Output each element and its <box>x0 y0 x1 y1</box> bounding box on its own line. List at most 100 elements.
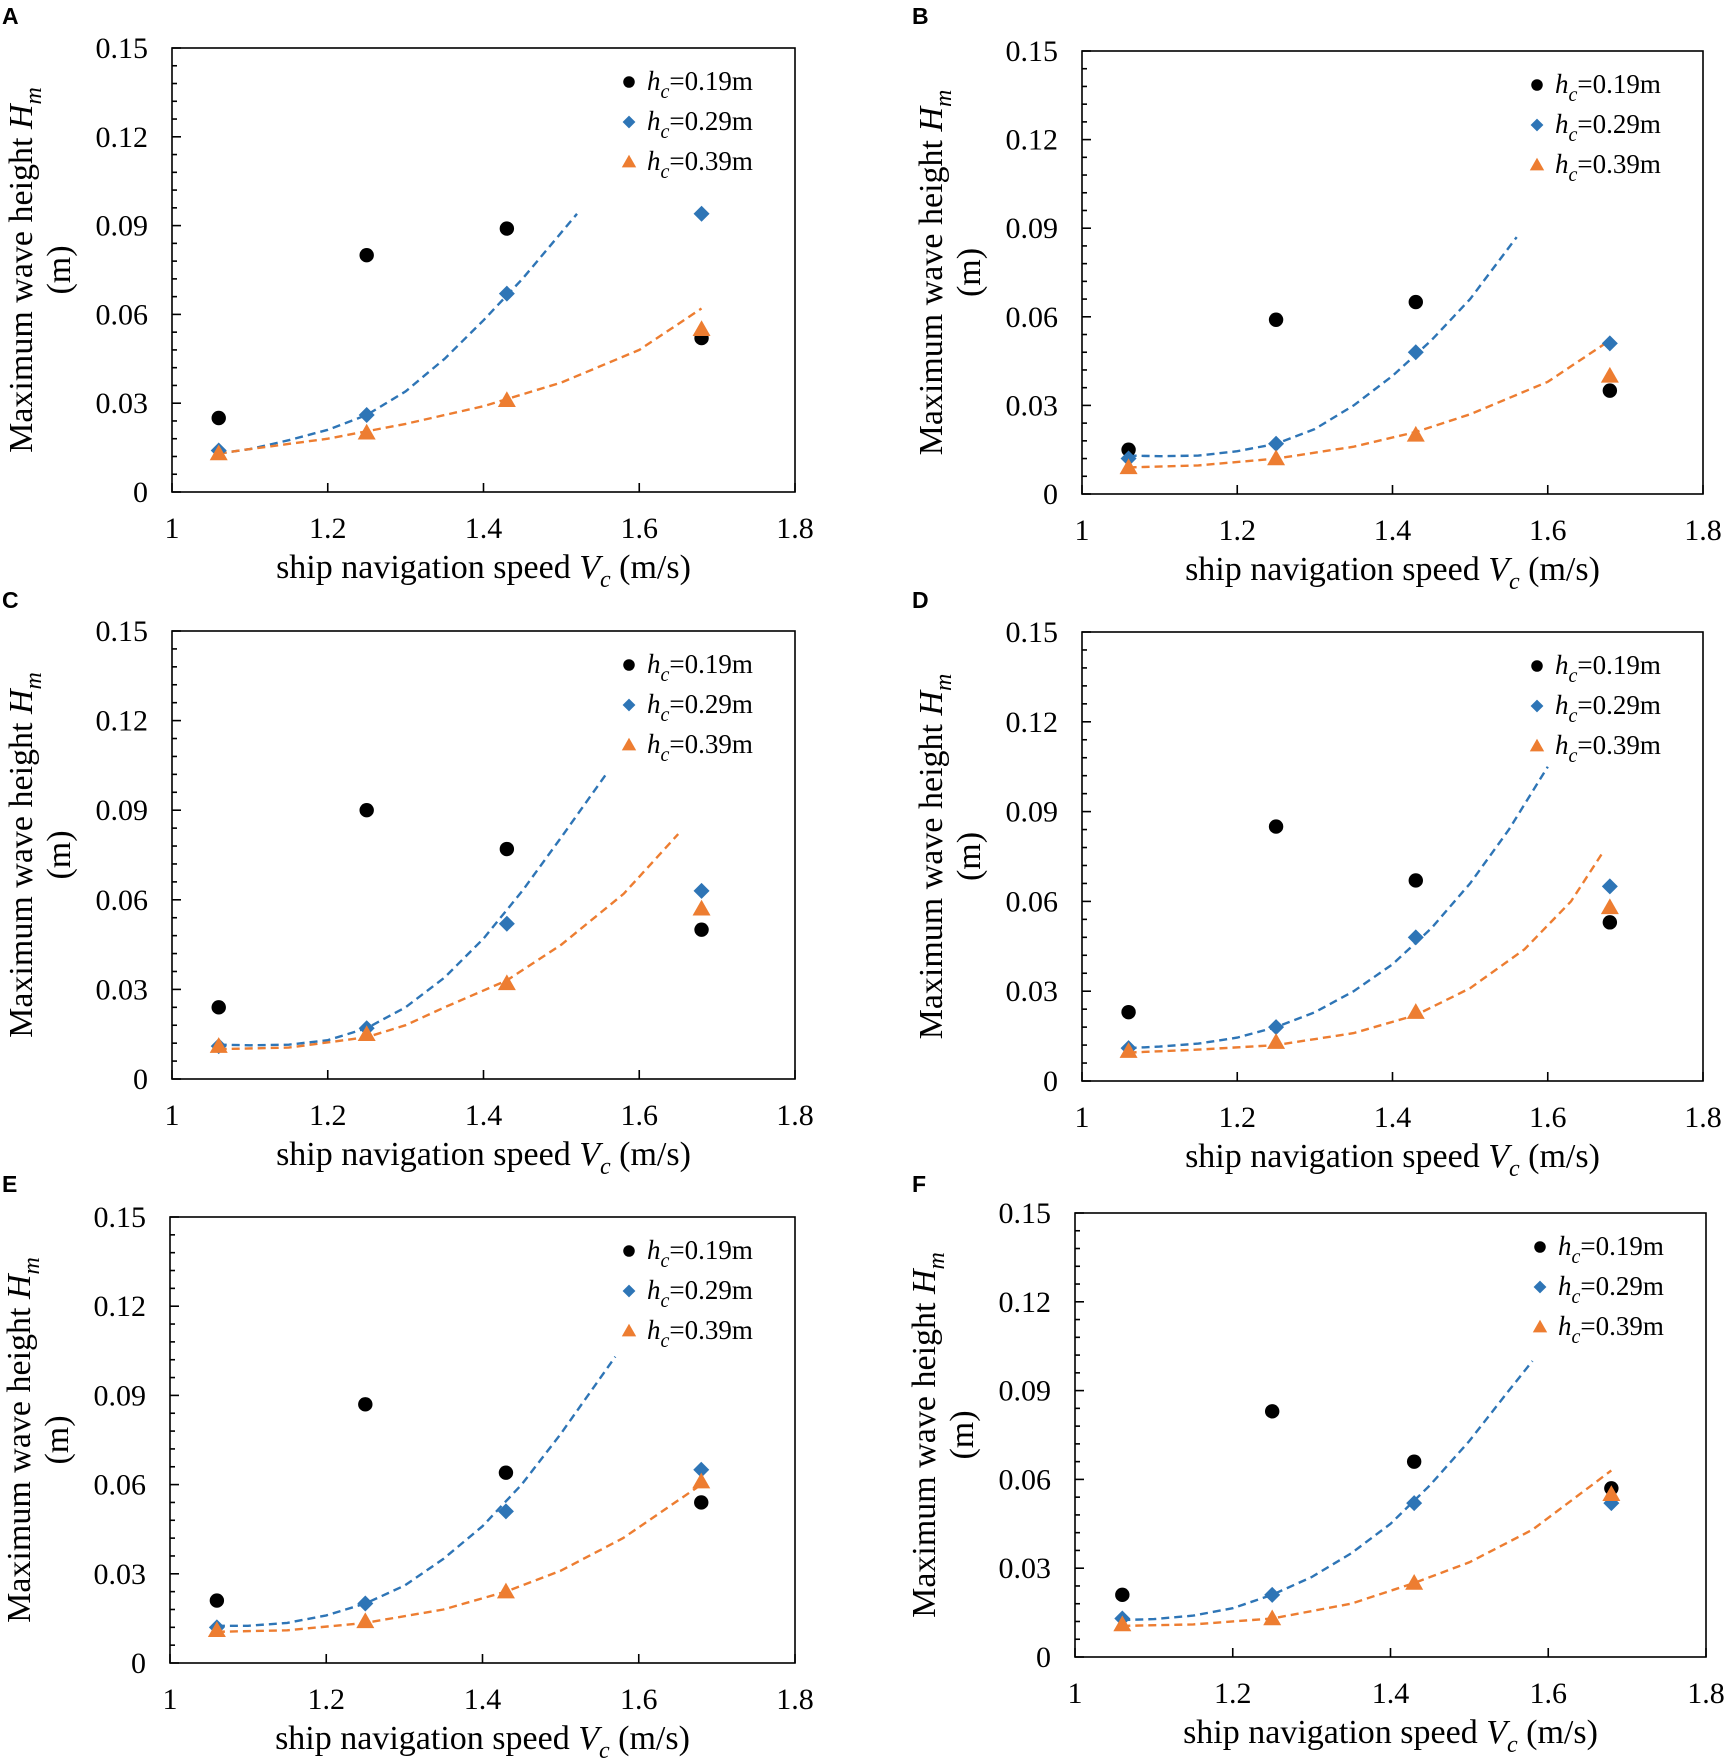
y-axis-title: Maximum wave height Hm <box>3 672 47 1038</box>
y-tick-label: 0.06 <box>999 1463 1052 1496</box>
x-tick-label: 1.4 <box>464 1683 502 1716</box>
x-tick-label: 1.2 <box>309 512 347 545</box>
legend-label: hc=0.39m <box>647 1315 753 1352</box>
triangle-marker-point <box>357 1025 376 1041</box>
y-tick-label: 0.09 <box>1006 796 1059 829</box>
triangle-marker-point <box>692 320 711 336</box>
series-1 <box>211 803 709 1015</box>
fit-curve-series-2 <box>216 1356 617 1628</box>
triangle-marker-point <box>692 899 711 916</box>
legend-triangle-marker <box>1532 1319 1548 1333</box>
series-2 <box>210 205 710 459</box>
y-axis-title: Maximum wave height Hm <box>3 87 47 453</box>
x-tick-label: 1.6 <box>621 512 659 545</box>
y-tick-label: 0.12 <box>1006 124 1059 157</box>
legend-label: hc=0.29m <box>1555 109 1661 146</box>
y-tick-label: 0.15 <box>1006 35 1059 68</box>
x-tick-label: 1.6 <box>1529 1101 1567 1134</box>
y-tick-label: 0.12 <box>96 121 149 154</box>
circle-marker-point <box>499 841 515 857</box>
fit-curve-series-2 <box>218 213 578 455</box>
triangle-marker-point <box>1600 898 1619 915</box>
y-axis-title: Maximum wave height Hm <box>1 1257 45 1623</box>
triangle-marker-point <box>692 1472 711 1489</box>
y-axis-title: Maximum wave height Hm <box>913 90 957 456</box>
legend-diamond-marker <box>622 698 636 712</box>
circle-marker-point <box>359 803 374 818</box>
diamond-marker-point <box>1268 1019 1285 1036</box>
y-tick-label: 0.09 <box>1006 212 1059 245</box>
series-3 <box>209 320 711 461</box>
legend-circle-marker <box>623 1245 635 1257</box>
triangle-marker-point <box>1113 1615 1132 1632</box>
x-tick-label: 1.4 <box>465 1099 503 1132</box>
diamond-marker-point <box>693 205 710 222</box>
legend-diamond-marker <box>1530 699 1544 713</box>
x-tick-label: 1.8 <box>1684 514 1722 547</box>
panel-letter: C <box>2 587 19 613</box>
legend-label: hc=0.39m <box>647 729 753 766</box>
fit-curve-series-2 <box>1122 1360 1534 1622</box>
circle-marker-point <box>498 1465 514 1480</box>
x-tick-label: 1.4 <box>465 512 503 545</box>
chart-panel-c: C 0 0.03 0.06 0.09 0.12 0.15 1 1.2 1.4 1.6 1.8 ship … <box>2 587 814 1180</box>
y-tick-label: 0 <box>1043 1065 1058 1098</box>
triangle-marker-point <box>496 1582 515 1599</box>
triangle-marker-point <box>1406 1003 1425 1019</box>
diamond-marker-point <box>358 407 375 424</box>
chart-panel-b: B 0 0.03 0.06 0.09 0.12 0.15 1 1.2 1.4 1.6 1.8 ship … <box>912 3 1722 595</box>
legend-label: hc=0.29m <box>1555 690 1661 727</box>
series-1 <box>209 1397 709 1608</box>
circle-marker-point <box>1121 1004 1136 1020</box>
triangle-marker-point <box>209 444 228 461</box>
legend-circle-marker <box>623 659 635 671</box>
triangle-marker-point <box>1405 1574 1424 1590</box>
circle-marker-point <box>1121 442 1136 457</box>
fit-curve-series-3 <box>1122 1469 1613 1628</box>
x-axis-title: ship navigation speed Vc (m/s) <box>276 1136 691 1180</box>
diamond-marker-point <box>498 285 515 302</box>
y-axis-unit: (m) <box>39 1415 76 1464</box>
x-tick-label: 1.2 <box>308 1683 346 1716</box>
triangle-marker-point <box>497 974 516 991</box>
y-tick-label: 0.03 <box>96 973 149 1006</box>
x-tick-label: 1.8 <box>1684 1101 1722 1134</box>
legend-triangle-marker <box>1529 738 1545 752</box>
x-tick-label: 1 <box>1075 1101 1090 1134</box>
x-tick-label: 1.2 <box>309 1099 347 1132</box>
series-2 <box>1120 878 1618 1057</box>
x-axis-title: ship navigation speed Vc (m/s) <box>275 1720 690 1763</box>
circle-marker-point <box>211 1000 226 1015</box>
y-axis-title: Maximum wave height Hm <box>906 1252 950 1618</box>
x-tick-label: 1.6 <box>620 1683 658 1716</box>
x-tick-label: 1.4 <box>1374 1101 1412 1134</box>
y-tick-label: 0.09 <box>96 794 149 827</box>
panel-letter: E <box>2 1171 17 1197</box>
x-tick-label: 1.4 <box>1372 1677 1410 1710</box>
x-tick-label: 1.8 <box>776 512 814 545</box>
panel-letter: B <box>912 3 929 29</box>
triangle-marker-point <box>1406 425 1425 442</box>
triangle-marker-point <box>1119 458 1138 475</box>
x-tick-label: 1 <box>1068 1677 1083 1710</box>
legend-label: hc=0.39m <box>1558 1311 1664 1348</box>
y-tick-label: 0.03 <box>1006 975 1059 1008</box>
series-3 <box>209 899 711 1053</box>
diamond-marker-point <box>497 1503 514 1520</box>
fit-curve-series-3 <box>1128 339 1611 469</box>
legend-label: hc=0.19m <box>647 1235 753 1272</box>
legend-label: hc=0.39m <box>647 146 753 183</box>
x-tick-label: 1 <box>165 512 180 545</box>
triangle-marker-point <box>1602 1485 1621 1501</box>
legend-label: hc=0.29m <box>647 1275 753 1312</box>
x-axis-title: ship navigation speed Vc (m/s) <box>1183 1714 1598 1758</box>
fit-curve-series-3 <box>218 833 680 1051</box>
x-tick-label: 1.8 <box>776 1099 814 1132</box>
y-tick-label: 0.06 <box>96 298 149 331</box>
series-1 <box>211 221 709 426</box>
y-axis-unit: (m) <box>41 245 78 294</box>
chart-panel-e: E 0 0.03 0.06 0.09 0.12 0.15 1 1.2 1.4 1.6 1.8 ship … <box>1 1171 814 1763</box>
y-axis-unit: (m) <box>41 830 78 879</box>
series-1 <box>1115 1404 1619 1603</box>
y-tick-label: 0.09 <box>96 210 149 243</box>
